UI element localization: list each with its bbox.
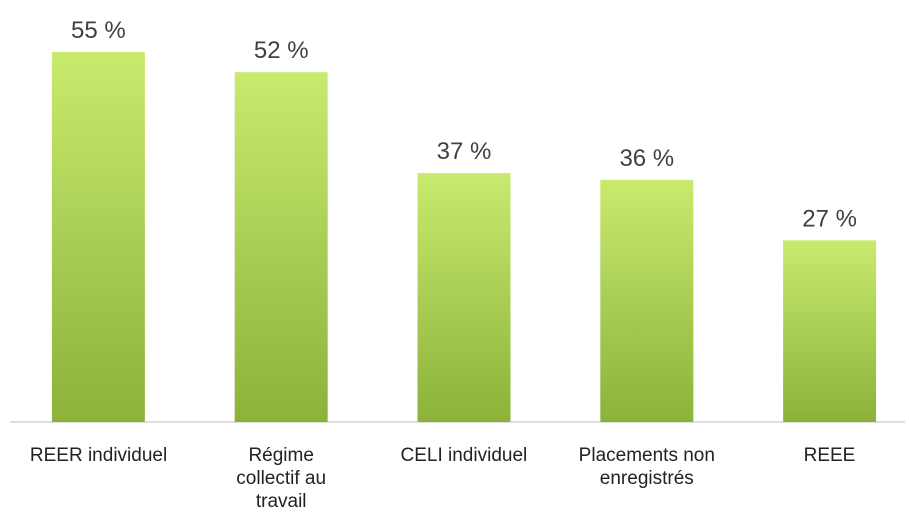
bar: [417, 173, 511, 422]
value-label: 27 %: [802, 205, 857, 232]
bar: [234, 72, 328, 422]
value-label: 37 %: [437, 138, 492, 165]
x-tick-label: Régime collectif au travail: [236, 445, 327, 512]
x-tick-label: REER individuel: [29, 445, 168, 466]
bar: [51, 52, 145, 422]
bar: [600, 179, 694, 422]
value-label: 52 %: [254, 37, 309, 64]
value-label: 36 %: [619, 145, 674, 172]
x-tick-label: Placements non enregistrés: [578, 445, 715, 489]
x-tick-label: CELI individuel: [400, 445, 528, 466]
x-tick-label: REEE: [803, 445, 856, 466]
bar: [783, 240, 877, 422]
value-label: 55 %: [71, 17, 126, 44]
